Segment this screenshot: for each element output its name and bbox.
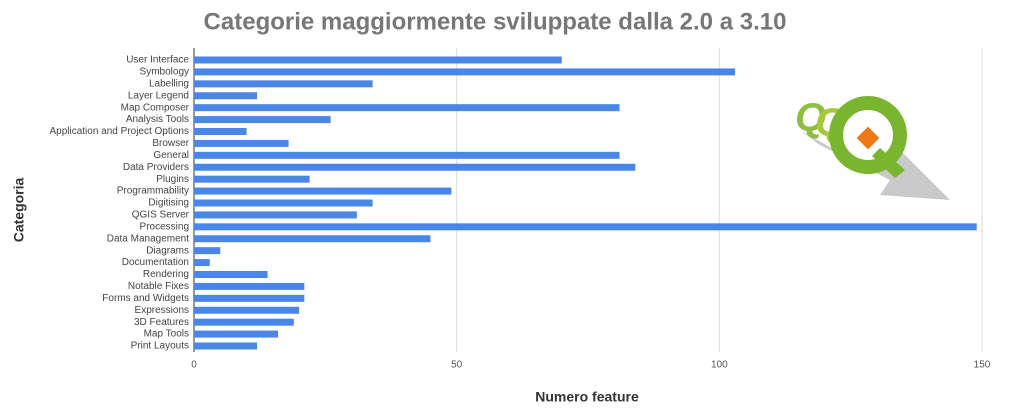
bar bbox=[194, 139, 289, 147]
bar bbox=[194, 68, 736, 76]
bar bbox=[194, 306, 300, 314]
bar bbox=[194, 330, 279, 338]
bar bbox=[194, 128, 247, 135]
y-tick-label: Browser bbox=[152, 138, 189, 149]
y-tick-label: User Interface bbox=[126, 55, 189, 66]
bar bbox=[194, 223, 977, 231]
bar bbox=[194, 342, 258, 350]
x-tick-label: 50 bbox=[451, 360, 463, 371]
y-tick-label: Notable Fixes bbox=[128, 281, 189, 292]
bar bbox=[194, 259, 210, 267]
y-tick-label: Data Providers bbox=[123, 162, 189, 173]
bar bbox=[194, 56, 562, 64]
y-tick-label: General bbox=[153, 150, 189, 161]
x-tick-label: 100 bbox=[711, 360, 728, 371]
logo-mark: Q bbox=[795, 96, 826, 140]
bar bbox=[194, 92, 258, 100]
bar bbox=[194, 80, 373, 88]
bar bbox=[194, 151, 620, 159]
y-tick-label: Rendering bbox=[143, 269, 189, 280]
y-tick-label: Print Layouts bbox=[131, 341, 189, 352]
y-tick-label: Symbology bbox=[140, 67, 189, 78]
y-tick-label: Data Management bbox=[107, 233, 189, 244]
x-tick-label: 150 bbox=[974, 360, 991, 371]
y-tick-label: Map Tools bbox=[144, 329, 189, 340]
y-axis-label: Categoria bbox=[11, 178, 27, 243]
x-tick-label: 0 bbox=[191, 360, 197, 371]
y-tick-label: Digitising bbox=[148, 198, 189, 209]
bar bbox=[194, 175, 310, 183]
bar bbox=[194, 199, 373, 207]
y-tick-label: Labelling bbox=[149, 78, 189, 89]
y-tick-label: Plugins bbox=[156, 174, 189, 185]
y-tick-label: Programmability bbox=[117, 186, 189, 197]
bar bbox=[194, 116, 331, 124]
bar bbox=[194, 104, 620, 112]
bar bbox=[194, 187, 452, 195]
bar bbox=[194, 247, 221, 255]
chart-title: Categorie maggiormente sviluppate dalla … bbox=[204, 8, 787, 35]
y-tick-label: Diagrams bbox=[146, 245, 189, 256]
y-tick-label: Forms and Widgets bbox=[102, 293, 189, 304]
y-tick-label: Layer Legend bbox=[128, 90, 189, 101]
y-tick-label: Map Composer bbox=[121, 102, 190, 113]
y-tick-label: QGIS Server bbox=[132, 210, 190, 221]
y-tick-label: 3D Features bbox=[134, 317, 189, 328]
y-tick-label: Expressions bbox=[135, 305, 189, 316]
x-axis-label: Numero feature bbox=[535, 389, 639, 405]
bar bbox=[194, 294, 305, 302]
logo: Q Q bbox=[795, 96, 950, 200]
y-tick-label: Analysis Tools bbox=[126, 114, 189, 125]
y-tick-label: Processing bbox=[140, 221, 189, 232]
bar bbox=[194, 282, 305, 290]
y-tick-label: Documentation bbox=[122, 257, 189, 268]
bar bbox=[194, 163, 636, 171]
bar bbox=[194, 271, 268, 278]
y-tick-label: Application and Project Options bbox=[49, 126, 189, 137]
bar bbox=[194, 235, 431, 243]
bar bbox=[194, 211, 357, 219]
bar bbox=[194, 318, 294, 326]
